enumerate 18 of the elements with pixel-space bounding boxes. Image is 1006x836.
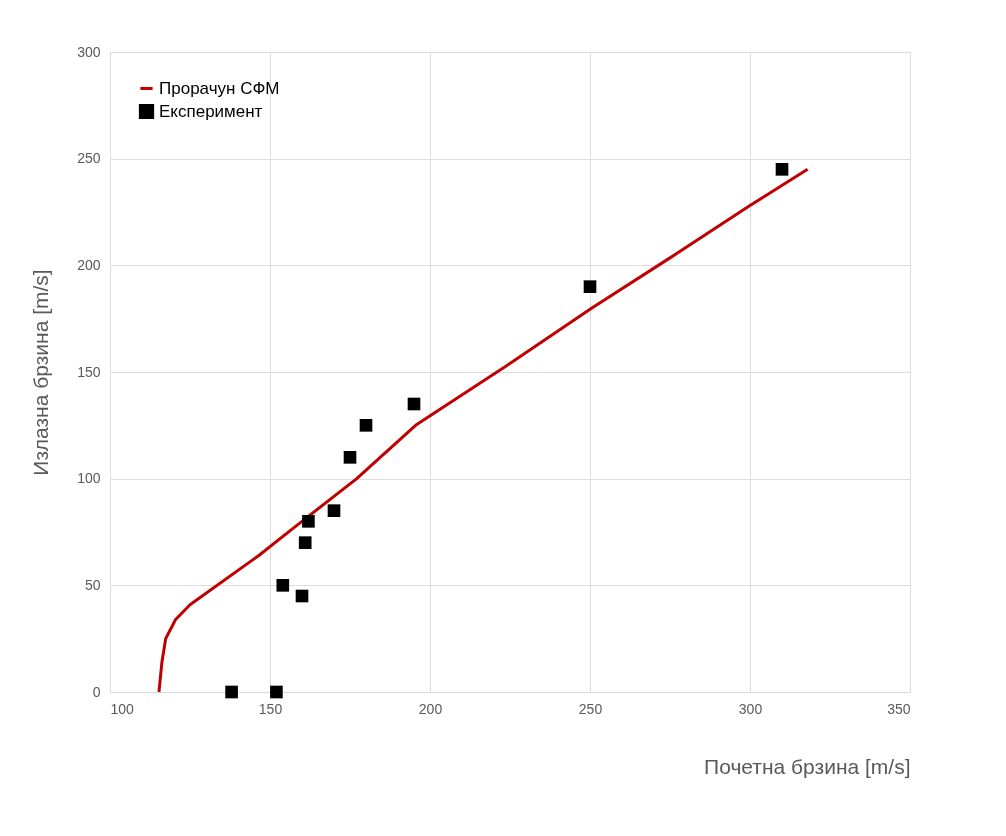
x-tick-label: 350: [887, 700, 911, 717]
legend-label: Прорачун СФМ: [159, 78, 280, 98]
y-tick-label: 250: [77, 150, 101, 167]
line-series: [157, 167, 810, 694]
y-tick-label: 0: [92, 683, 101, 700]
x-tick-label: 150: [258, 700, 283, 717]
legend-label: Експеримент: [159, 101, 263, 121]
y-axis-title: Излазна брзина [m/s]: [29, 269, 53, 476]
y-tick-label: 100: [77, 470, 101, 487]
y-tick-label: 50: [84, 576, 101, 593]
y-tick-label: 300: [77, 43, 101, 60]
x-tick-label: 100: [110, 700, 135, 717]
y-tick-label: 200: [77, 256, 101, 273]
y-tick-label: 150: [77, 363, 101, 380]
x-axis-title: Почетна брзина [m/s]: [704, 754, 911, 778]
x-tick-label: 200: [418, 700, 443, 717]
x-tick-label: 300: [738, 700, 763, 717]
x-tick-label: 250: [578, 700, 603, 717]
